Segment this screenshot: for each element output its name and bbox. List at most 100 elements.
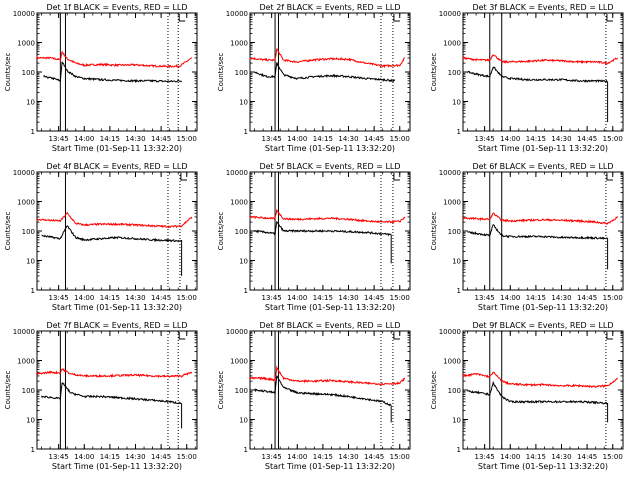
x-tick-label: 14:00	[500, 135, 520, 143]
y-tick-label: 10000	[226, 169, 248, 177]
plot-frame	[462, 330, 624, 450]
y-tick-label: 100	[22, 69, 35, 77]
series-line-black-events	[254, 375, 392, 423]
x-tick-label: 13:45	[49, 135, 69, 143]
x-axis-label: Start Time (01-Sep-11 13:32:20)	[265, 303, 395, 312]
plot-frame	[249, 330, 411, 450]
y-axis-label: Counts/sec	[217, 212, 225, 251]
y-axis-label: Counts/sec	[430, 371, 438, 410]
y-tick-label: 1	[31, 128, 35, 136]
y-axis-label: Counts/sec	[4, 212, 12, 251]
x-axis-label: Start Time (01-Sep-11 13:32:20)	[52, 144, 182, 153]
x-tick-label: 14:45	[577, 453, 597, 461]
series-line-red-lld	[462, 371, 618, 389]
plot-frame	[36, 171, 198, 291]
x-tick-label: 14:15	[526, 135, 546, 143]
x-tick-label: 14:30	[338, 453, 358, 461]
x-tick-label: 14:45	[577, 294, 597, 302]
y-axis-label: Counts/sec	[217, 53, 225, 92]
panel-det-6: Det 6f BLACK = Events, RED = LLD Counts/s…	[430, 162, 624, 312]
x-tick-label: 14:00	[287, 135, 307, 143]
x-tick-label: 13:45	[49, 294, 69, 302]
y-tick-label: 100	[448, 387, 461, 395]
series-line-red-lld	[249, 48, 406, 69]
panel-title: Det 5f BLACK = Events, RED = LLD	[259, 162, 400, 171]
y-tick-label: 1	[244, 128, 248, 136]
x-tick-label: 15:00	[603, 135, 623, 143]
series-line-black-events	[467, 380, 609, 423]
y-tick-label: 100	[448, 69, 461, 77]
y-tick-label: 1000	[17, 199, 35, 207]
y-axis-label: Counts/sec	[4, 371, 12, 410]
x-tick-label: 14:00	[74, 294, 94, 302]
x-tick-label: 14:30	[551, 135, 571, 143]
x-tick-label: 14:00	[74, 135, 94, 143]
y-tick-label: 10000	[13, 328, 35, 336]
x-axis-label: Start Time (01-Sep-11 13:32:20)	[52, 462, 182, 471]
y-tick-label: 1000	[17, 358, 35, 366]
y-tick-label: 100	[22, 387, 35, 395]
x-tick-label: 14:30	[551, 294, 571, 302]
bracket-mark	[178, 14, 186, 22]
y-axis-label: Counts/sec	[430, 212, 438, 251]
panel-title: Det 9f BLACK = Events, RED = LLD	[472, 321, 613, 330]
x-tick-label: 15:00	[177, 453, 197, 461]
panel-det-7: Det 7f BLACK = Events, RED = LLD Counts/s…	[4, 321, 198, 471]
x-axis-label: Start Time (01-Sep-11 13:32:20)	[478, 144, 608, 153]
x-tick-label: 13:45	[475, 135, 495, 143]
series-line-black-events	[41, 225, 183, 276]
y-tick-label: 10000	[13, 10, 35, 18]
x-tick-label: 14:15	[313, 294, 333, 302]
x-tick-label: 14:00	[500, 453, 520, 461]
bracket-mark	[180, 173, 187, 181]
series-line-red-lld	[462, 54, 619, 66]
y-tick-label: 1000	[230, 358, 248, 366]
y-tick-label: 10	[452, 99, 461, 107]
y-tick-label: 10000	[439, 169, 461, 177]
x-tick-label: 14:15	[313, 135, 333, 143]
y-tick-label: 100	[448, 228, 461, 236]
x-tick-label: 14:45	[364, 294, 384, 302]
x-tick-label: 14:30	[125, 294, 145, 302]
y-tick-label: 10	[26, 99, 35, 107]
x-tick-label: 14:30	[551, 453, 571, 461]
plot-frame	[462, 171, 624, 291]
y-tick-label: 100	[235, 69, 248, 77]
x-tick-label: 14:00	[500, 294, 520, 302]
y-tick-label: 10000	[439, 328, 461, 336]
bracket-mark	[606, 14, 613, 22]
y-tick-label: 10	[239, 417, 248, 425]
y-tick-label: 1	[457, 446, 461, 454]
x-tick-label: 14:00	[287, 294, 307, 302]
panel-title: Det 2f BLACK = Events, RED = LLD	[259, 3, 400, 12]
series-line-black-events	[254, 62, 396, 83]
y-axis-label: Counts/sec	[4, 53, 12, 92]
x-tick-label: 13:45	[475, 294, 495, 302]
series-line-red-lld	[36, 211, 193, 229]
panel-title: Det 8f BLACK = Events, RED = LLD	[259, 321, 400, 330]
panel-title: Det 3f BLACK = Events, RED = LLD	[472, 3, 613, 12]
y-tick-label: 1	[457, 287, 461, 295]
y-axis-label: Counts/sec	[217, 371, 225, 410]
x-tick-label: 15:00	[390, 135, 410, 143]
x-tick-label: 15:00	[603, 453, 623, 461]
x-axis-label: Start Time (01-Sep-11 13:32:20)	[478, 303, 608, 312]
x-tick-label: 14:45	[577, 135, 597, 143]
bracket-mark	[393, 14, 400, 22]
y-tick-label: 10000	[226, 10, 248, 18]
x-tick-label: 14:45	[364, 453, 384, 461]
panel-title: Det 6f BLACK = Events, RED = LLD	[472, 162, 613, 171]
x-tick-label: 14:45	[364, 135, 384, 143]
x-axis-label: Start Time (01-Sep-11 13:32:20)	[52, 303, 182, 312]
y-tick-label: 1000	[443, 199, 461, 207]
x-axis-label: Start Time (01-Sep-11 13:32:20)	[265, 462, 395, 471]
x-tick-label: 14:15	[526, 453, 546, 461]
y-axis-label: Counts/sec	[430, 53, 438, 92]
x-axis-label: Start Time (01-Sep-11 13:32:20)	[478, 462, 608, 471]
y-tick-label: 1	[31, 287, 35, 295]
panel-det-4: Det 4f BLACK = Events, RED = LLD Counts/s…	[4, 162, 198, 312]
y-tick-label: 100	[22, 228, 35, 236]
panel-det-9: Det 9f BLACK = Events, RED = LLD Counts/s…	[430, 321, 624, 471]
x-tick-label: 15:00	[177, 294, 197, 302]
x-tick-label: 15:00	[390, 453, 410, 461]
